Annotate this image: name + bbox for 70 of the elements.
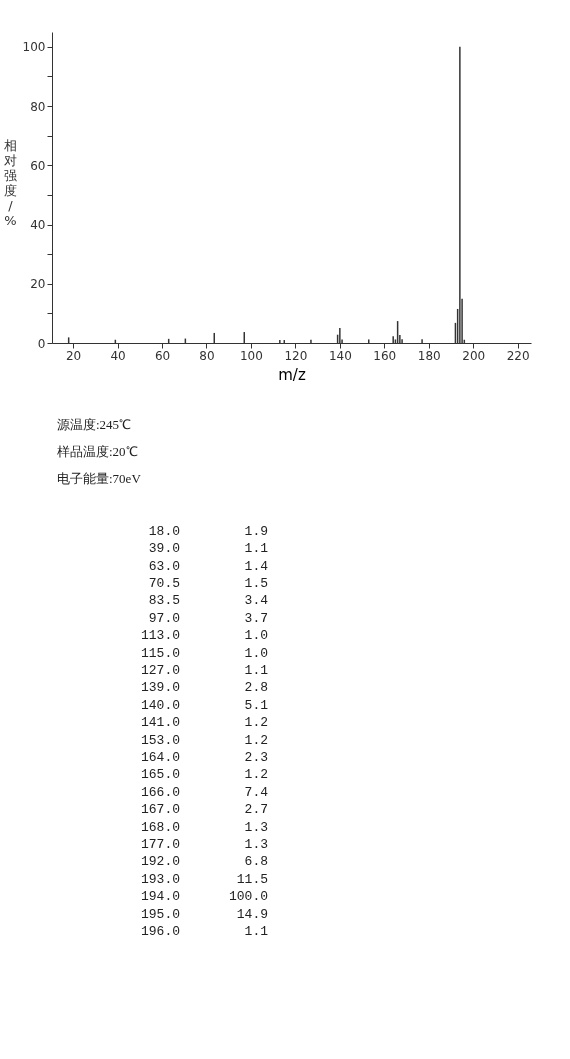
y-tick-label: 20 [30,277,46,292]
y-tick-label: 60 [30,158,46,173]
x-tick-label: 120 [284,348,308,363]
text: 14.9 [236,906,268,922]
text: 源温度:245℃ [57,417,132,433]
text: 18.0 [148,523,180,539]
text: 7.4 [244,784,269,800]
text: 1.2 [244,767,268,783]
x-tick-label: 20 [65,348,82,363]
text: 39.0 [148,541,180,557]
text: 165.0 [140,767,180,783]
text: 3.7 [244,610,268,626]
x-tick-label: 140 [328,348,352,363]
text: 194.0 [140,889,180,905]
text: 2.8 [244,680,268,696]
text: 1.4 [244,558,269,574]
text: 11.5 [236,871,268,887]
text: 1.3 [244,836,268,852]
text: 6.8 [244,854,268,870]
text: 1.3 [244,819,268,835]
text: 电子能量:70eV [57,470,142,486]
text: 1.5 [244,575,268,591]
text: 100.0 [228,889,268,905]
text: 127.0 [140,662,180,678]
text: 3.4 [244,593,269,609]
text: 1.0 [244,628,268,644]
text: 115.0 [140,645,180,661]
text: 196.0 [140,923,180,939]
text: 83.5 [148,593,180,609]
text: 168.0 [140,819,180,835]
text: 195.0 [140,906,180,922]
text: 1.1 [244,662,269,678]
text: 63.0 [148,558,180,574]
text: 153.0 [140,732,180,748]
y-tick-label: 0 [37,336,46,351]
y-tick-label: 80 [30,99,46,114]
x-tick-label: 60 [154,348,171,363]
x-tick-label: 80 [199,348,215,363]
text: 1.0 [244,645,268,661]
text: 139.0 [140,680,180,696]
text: 1.9 [244,523,268,539]
x-tick-label: 40 [110,348,126,363]
text: 164.0 [140,749,180,765]
y-axis-title: 相对强度/% [4,137,17,228]
text: 167.0 [140,802,180,818]
x-tick-label: 200 [462,348,486,363]
y-tick-label: 40 [30,218,46,233]
text: 2.3 [244,749,268,765]
text: 140.0 [140,697,180,713]
text: 177.0 [140,836,180,852]
text: 192.0 [140,854,180,870]
text: 166.0 [140,784,180,800]
text: 1.1 [244,541,269,557]
x-tick-label: 100 [239,348,263,363]
x-tick-label: 180 [417,348,441,363]
text: 1.1 [244,923,269,939]
y-tick-label: 100 [22,40,46,55]
x-tick-label: 160 [373,348,397,363]
text: 97.0 [148,610,180,626]
text: 141.0 [140,715,180,731]
x-axis-title: m/z [278,365,306,384]
x-tick-label: 220 [506,348,530,363]
text: 70.5 [148,575,180,591]
text: 1.2 [244,715,268,731]
text: 113.0 [140,628,180,644]
text: 5.1 [244,697,269,713]
text: 样品温度:20℃ [57,444,138,459]
text: 1.2 [244,732,268,748]
text: 2.7 [244,802,268,818]
text: 193.0 [140,871,180,887]
